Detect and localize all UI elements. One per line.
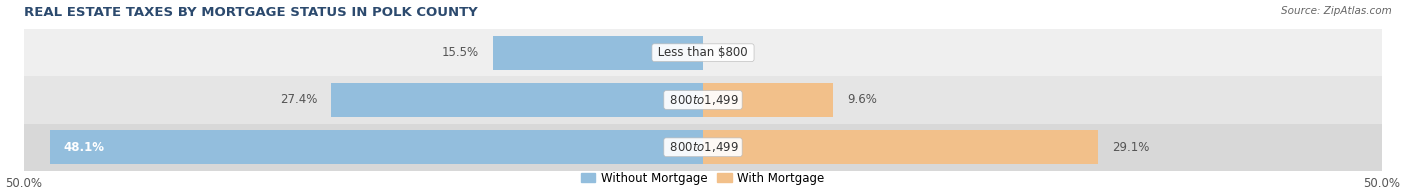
- Text: $800 to $1,499: $800 to $1,499: [666, 140, 740, 154]
- Bar: [492, 36, 703, 70]
- Bar: [24, 76, 1382, 124]
- Text: $800 to $1,499: $800 to $1,499: [666, 93, 740, 107]
- Bar: [703, 83, 834, 117]
- Bar: [703, 130, 1098, 164]
- Legend: Without Mortgage, With Mortgage: Without Mortgage, With Mortgage: [576, 167, 830, 189]
- Text: 0.0%: 0.0%: [717, 46, 747, 59]
- Bar: [330, 83, 703, 117]
- Bar: [24, 124, 1382, 171]
- Text: 48.1%: 48.1%: [63, 141, 104, 154]
- Bar: [49, 130, 703, 164]
- Text: 29.1%: 29.1%: [1112, 141, 1149, 154]
- Text: 15.5%: 15.5%: [441, 46, 479, 59]
- Text: Less than $800: Less than $800: [654, 46, 752, 59]
- Text: 9.6%: 9.6%: [846, 93, 877, 106]
- Text: Source: ZipAtlas.com: Source: ZipAtlas.com: [1281, 6, 1392, 16]
- Text: REAL ESTATE TAXES BY MORTGAGE STATUS IN POLK COUNTY: REAL ESTATE TAXES BY MORTGAGE STATUS IN …: [24, 5, 478, 19]
- Bar: [24, 29, 1382, 76]
- Text: 27.4%: 27.4%: [280, 93, 318, 106]
